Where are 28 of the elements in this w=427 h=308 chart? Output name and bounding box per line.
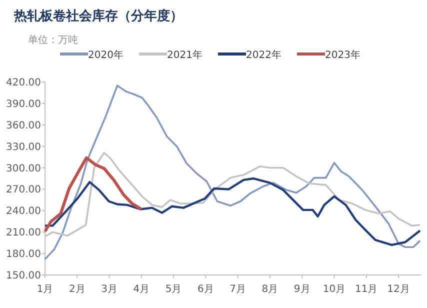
x-tick-label: 11月 [355, 284, 378, 295]
x-tick-label: 12月 [387, 284, 410, 295]
x-tick-label: 5月 [165, 284, 182, 295]
x-tick-label: 2月 [68, 284, 86, 295]
chart-subtitle: 单位：万吨 [28, 34, 78, 46]
y-tick-label: 270.00 [6, 184, 41, 196]
y-tick-label: 240.00 [6, 206, 41, 218]
chart-title: 热轧板卷社会库存（分年度） [13, 8, 183, 24]
y-tick-label: 300.00 [6, 163, 41, 174]
x-tick-label: 1月 [36, 284, 54, 295]
x-tick-label: 3月 [101, 284, 118, 295]
legend-label: 2022年 [246, 49, 282, 61]
y-tick-label: 330.00 [6, 142, 41, 153]
x-tick-label: 6月 [197, 284, 214, 295]
legend-label: 2023年 [325, 49, 360, 61]
y-tick-label: 420.00 [6, 78, 41, 88]
x-tick-label: 8月 [262, 284, 278, 295]
legend-label: 2020年 [88, 49, 124, 61]
y-tick-label: 210.00 [6, 228, 41, 239]
x-tick-label: 9月 [294, 284, 310, 295]
y-tick-label: 390.00 [6, 98, 41, 110]
y-tick-label: 150.00 [6, 270, 41, 282]
x-tick-label: 4月 [133, 284, 150, 295]
x-tick-label: 7月 [230, 284, 246, 295]
y-tick-label: 360.00 [6, 120, 41, 132]
x-tick-label: 10月 [322, 284, 346, 295]
legend-label: 2021年 [167, 49, 202, 61]
y-tick-label: 180.00 [6, 249, 41, 260]
